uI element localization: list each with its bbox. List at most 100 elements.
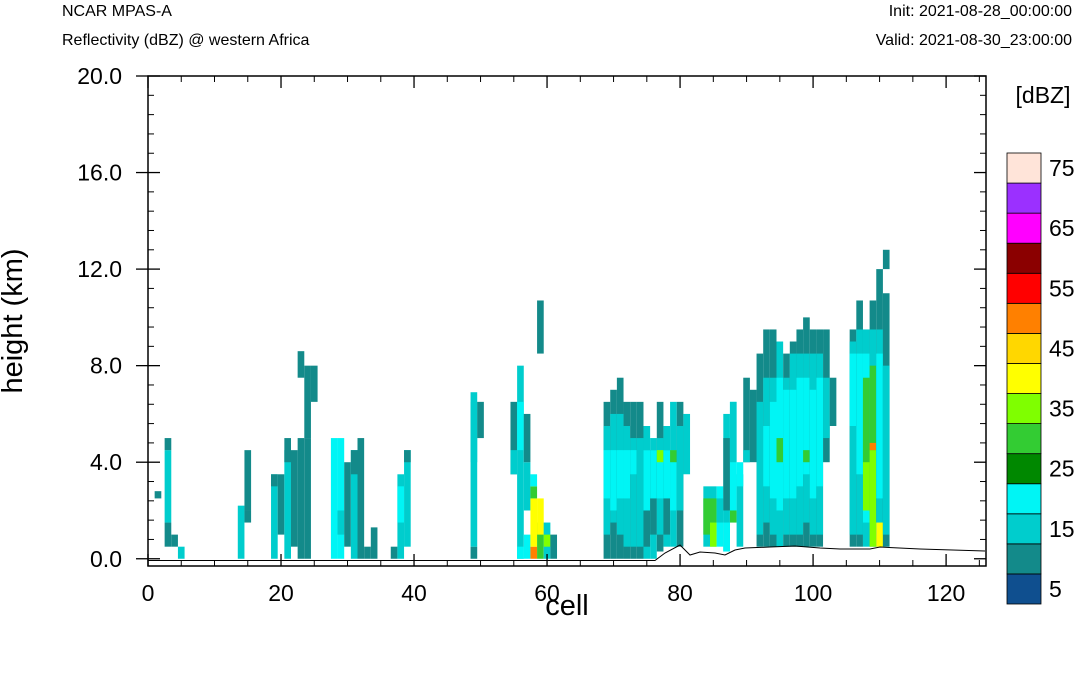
- reflectivity-cell: [616, 450, 624, 499]
- colorbar-box: [1006, 513, 1042, 545]
- y-tick-label: 16.0: [77, 160, 122, 186]
- reflectivity-cell: [803, 450, 810, 463]
- reflectivity-cell: [164, 450, 172, 523]
- y-tick-label: 20.0: [77, 63, 122, 89]
- colorbar-box: [1006, 302, 1042, 334]
- reflectivity-cell: [284, 450, 291, 559]
- reflectivity-cell: [849, 341, 857, 535]
- reflectivity-cell: [869, 365, 877, 511]
- reflectivity-cell: [683, 413, 691, 475]
- reflectivity-cell: [769, 401, 777, 499]
- reflectivity-cell: [663, 450, 671, 499]
- reflectivity-cell: [530, 486, 538, 499]
- reflectivity-cell: [723, 522, 730, 552]
- colorbar-box: [1006, 182, 1042, 214]
- reflectivity-cell: [517, 365, 524, 559]
- reflectivity-cell: [470, 392, 478, 463]
- reflectivity-cell: [623, 450, 631, 499]
- x-tick-label: 0: [142, 580, 155, 606]
- reflectivity-cell: [271, 474, 278, 559]
- plot-area: 0 20 40 60 80 100 120 0.0 4.0 8.0 12.0 16.0 20.0: [77, 63, 987, 606]
- reflectivity-cell: [729, 510, 737, 523]
- colorbar-unit: [dBZ]: [1016, 82, 1071, 108]
- reflectivity-cell: [337, 510, 345, 535]
- reflectivity-cell: [470, 546, 478, 559]
- reflectivity-cell: [676, 426, 684, 511]
- reflectivity-cell: [876, 522, 883, 547]
- x-tick-label: 20: [268, 580, 294, 606]
- reflectivity-cell: [357, 438, 365, 559]
- header-model-title: NCAR MPAS-A: [62, 3, 172, 20]
- reflectivity-cell: [656, 450, 664, 463]
- reflectivity-cell: [882, 249, 890, 270]
- reflectivity-cell: [709, 498, 717, 523]
- reflectivity-cell: [783, 389, 790, 499]
- reflectivity-cell: [304, 438, 311, 559]
- reflectivity-cell: [876, 353, 883, 499]
- reflectivity-cell: [304, 365, 311, 439]
- reflectivity-cell: [237, 505, 245, 559]
- colorbar-label: 5: [1049, 576, 1062, 602]
- reflectivity-cell: [284, 438, 291, 463]
- reflectivity-cell: [630, 450, 637, 475]
- reflectivity-cell: [743, 450, 750, 463]
- reflectivity-cell: [404, 450, 411, 547]
- reflectivity-cell: [856, 353, 863, 475]
- colorbar-box: [1006, 152, 1042, 184]
- x-tick-label: 80: [667, 580, 693, 606]
- y-tick-label: 4.0: [90, 449, 122, 475]
- reflectivity-cell: [709, 522, 717, 547]
- x-tick-label: 120: [927, 580, 965, 606]
- colorbar-box: [1006, 543, 1042, 575]
- reflectivity-cell: [869, 450, 877, 547]
- colorbar-label: 55: [1049, 275, 1075, 301]
- reflectivity-cell: [364, 546, 371, 559]
- colorbar-box: [1006, 573, 1042, 605]
- reflectivity-cell: [397, 486, 405, 523]
- reflectivity-cell: [849, 353, 857, 426]
- x-axis-ticks: 0 20 40 60 80 100 120: [142, 76, 980, 606]
- reflectivity-cell: [716, 498, 724, 523]
- colorbar-box: [1006, 212, 1042, 244]
- reflectivity-cell: [816, 377, 824, 487]
- plot-frame: [147, 75, 987, 567]
- reflectivity-cell: [517, 546, 524, 559]
- reflectivity-cell: [510, 401, 518, 475]
- reflectivity-cell: [869, 442, 877, 451]
- reflectivity-cell: [882, 365, 890, 535]
- reflectivity-cell: [477, 401, 484, 439]
- reflectivity-cell: [337, 438, 345, 559]
- reflectivity-cell: [729, 401, 737, 463]
- terrain-line: [148, 544, 986, 561]
- reflectivity-cells: [154, 249, 890, 559]
- colorbar-label: 15: [1049, 516, 1075, 542]
- y-tick-label: 0.0: [90, 546, 122, 572]
- reflectivity-cell: [297, 438, 305, 559]
- reflectivity-cell: [310, 365, 318, 402]
- reflectivity-cell: [297, 351, 305, 378]
- colorbar-label: 25: [1049, 456, 1075, 482]
- colorbar: [dBZ] 5 15 25 35 45 55 65 75: [1006, 82, 1075, 605]
- colorbar-label: 65: [1049, 215, 1075, 241]
- x-tick-label: 40: [401, 580, 427, 606]
- reflectivity-cell: [829, 377, 837, 426]
- colorbar-label: 75: [1049, 155, 1075, 181]
- y-axis-title: height (km): [0, 248, 29, 393]
- reflectivity-cell: [776, 438, 784, 463]
- y-tick-label: 12.0: [77, 256, 122, 282]
- reflectivity-cell: [736, 474, 744, 547]
- reflectivity-cell: [517, 401, 524, 451]
- reflectivity-cell: [823, 377, 830, 439]
- header-field-subtitle: Reflectivity (dBZ) @ western Africa: [62, 32, 310, 49]
- reflectivity-cell: [244, 450, 252, 511]
- reflectivity-cell: [643, 450, 651, 511]
- x-tick-label: 60: [534, 580, 560, 606]
- reflectivity-cell: [470, 401, 478, 547]
- reflectivity-cell: [537, 300, 544, 354]
- reflectivity-cell: [154, 491, 162, 499]
- reflectivity-cell: [164, 522, 172, 547]
- reflectivity-cell: [530, 498, 538, 547]
- reflectivity-cell: [543, 534, 551, 547]
- reflectivity-cell: [330, 438, 338, 559]
